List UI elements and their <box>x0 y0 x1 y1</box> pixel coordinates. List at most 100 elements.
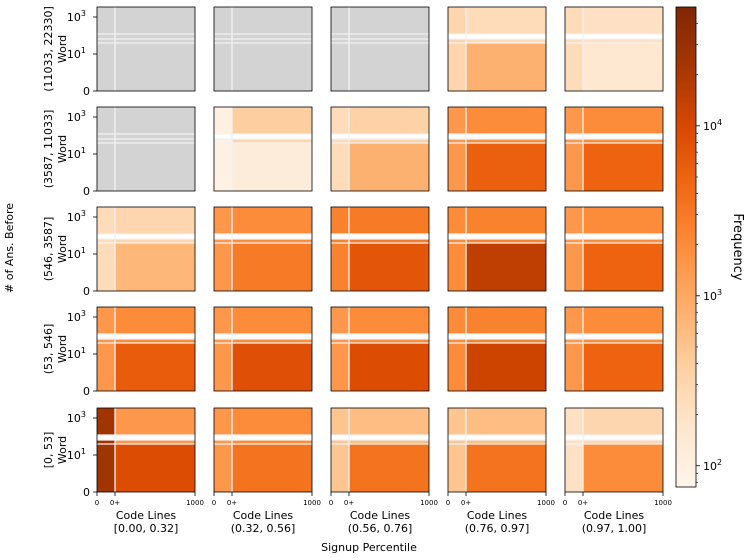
heatmap-panel <box>330 106 430 192</box>
row-label-word: Word <box>56 436 69 464</box>
heatmap-cell <box>448 408 466 435</box>
heatmap-cell <box>115 444 195 492</box>
heatmap-cell <box>448 307 466 334</box>
heatmap-cell <box>583 243 663 291</box>
heatmap-cell <box>97 343 115 391</box>
heatmap-cell <box>331 107 349 134</box>
heatmap-cell <box>97 239 115 243</box>
heatmap-cell <box>466 440 546 444</box>
x-tick-label: 0 <box>95 499 99 507</box>
heatmap-cell <box>565 139 583 143</box>
y-tick-label: 0 <box>83 486 90 499</box>
heatmap-panel <box>213 6 313 92</box>
labels-layer: Word(11033, 22330]Word(3587, 11033]Word(… <box>3 6 646 554</box>
y-tick-label: 103 <box>67 109 86 124</box>
heatmap-cell <box>448 339 466 343</box>
heatmap-panel: 103 101 0 <box>67 106 196 198</box>
heatmap-cell <box>349 339 429 343</box>
heatmap-cell <box>232 307 312 334</box>
heatmap-panel <box>213 306 313 392</box>
heatmap-cell <box>565 107 583 134</box>
row-facet-label: [0, 53] <box>42 432 55 469</box>
heatmap-panel: 103 101 00 0+ 1000 <box>67 407 204 507</box>
heatmap-cell <box>349 139 429 143</box>
heatmap-cell <box>115 207 195 234</box>
heatmap-panel: 0 0+ 1000 <box>212 407 321 507</box>
colorbar-bar <box>675 6 697 488</box>
heatmap-cell <box>448 243 466 291</box>
panel-frame <box>447 106 547 192</box>
row-facet-label: (53, 546] <box>42 324 55 375</box>
heatmap-panel <box>447 106 547 192</box>
heatmap-cell <box>466 139 546 143</box>
panel-frame <box>447 6 547 92</box>
panel-frame <box>564 106 664 192</box>
colorbar-tick-label: 102 <box>703 458 722 473</box>
heatmap-cell <box>232 139 312 143</box>
row-label-word: Word <box>56 335 69 363</box>
heatmap-cell <box>232 143 312 191</box>
heatmap-panel <box>564 106 664 192</box>
y-tick-label: 101 <box>67 46 86 61</box>
panel-frame <box>96 6 196 92</box>
heatmap-cell <box>331 139 349 143</box>
heatmap-cell <box>115 408 195 435</box>
heatmap-cell <box>349 408 429 435</box>
heatmap-panel <box>330 6 430 92</box>
colorbar-tick-label: 103 <box>703 288 722 303</box>
row-facet-title: # of Ans. Before <box>3 203 16 293</box>
heatmap-panel <box>447 6 547 92</box>
heatmap-cell <box>232 343 312 391</box>
heatmap-cell <box>565 440 583 444</box>
missing-data-cell <box>331 7 429 91</box>
heatmap-cell <box>565 343 583 391</box>
panel-frame <box>213 407 313 493</box>
x-tick-label: 1000 <box>420 499 438 507</box>
heatmap-cell <box>115 307 195 334</box>
heatmap-cell <box>466 143 546 191</box>
heatmap-cell <box>331 440 349 444</box>
x-axis-label: Code Lines <box>584 509 645 522</box>
y-tick-label: 0 <box>83 285 90 298</box>
column-facet-label: (0.56, 0.76] <box>348 522 413 535</box>
heatmap-cell <box>97 243 115 291</box>
heatmap-cell <box>448 7 466 34</box>
x-tick-label: 0+ <box>344 499 354 507</box>
heatmap-cell <box>583 307 663 334</box>
heatmap-cell <box>214 143 232 191</box>
y-tick-label: 103 <box>67 309 86 324</box>
x-tick-label: 0+ <box>578 499 588 507</box>
heatmap-panel <box>213 206 313 292</box>
heatmap-cell <box>97 339 115 343</box>
panel-frame <box>564 206 664 292</box>
x-tick-label: 0+ <box>110 499 120 507</box>
x-axis-label: Code Lines <box>233 509 294 522</box>
heatmap-cell <box>214 307 232 334</box>
heatmap-cell <box>583 339 663 343</box>
heatmap-panel: 103 101 0 <box>67 206 196 298</box>
missing-data-cell <box>214 7 312 91</box>
heatmap-cell <box>349 239 429 243</box>
heatmap-cell <box>214 343 232 391</box>
missing-data-cell <box>97 7 195 91</box>
panel-frame <box>564 6 664 92</box>
x-axis-label: Code Lines <box>467 509 528 522</box>
heatmap-cell <box>349 440 429 444</box>
heatmap-cell <box>448 139 466 143</box>
heatmap-cell <box>97 307 115 334</box>
panel-frame <box>330 206 430 292</box>
heatmap-cell <box>466 107 546 134</box>
heatmap-cell <box>232 339 312 343</box>
heatmap-cell <box>565 207 583 234</box>
colorbar-label: Frequency <box>730 213 745 280</box>
heatmap-cell <box>583 139 663 143</box>
heatmap-cell <box>466 7 546 34</box>
heatmap-cell <box>466 408 546 435</box>
y-tick-label: 101 <box>67 146 86 161</box>
heatmap-cell <box>349 307 429 334</box>
heatmap-cell <box>565 243 583 291</box>
heatmap-cell <box>331 307 349 334</box>
y-tick-label: 103 <box>67 209 86 224</box>
heatmap-cell <box>331 408 349 435</box>
